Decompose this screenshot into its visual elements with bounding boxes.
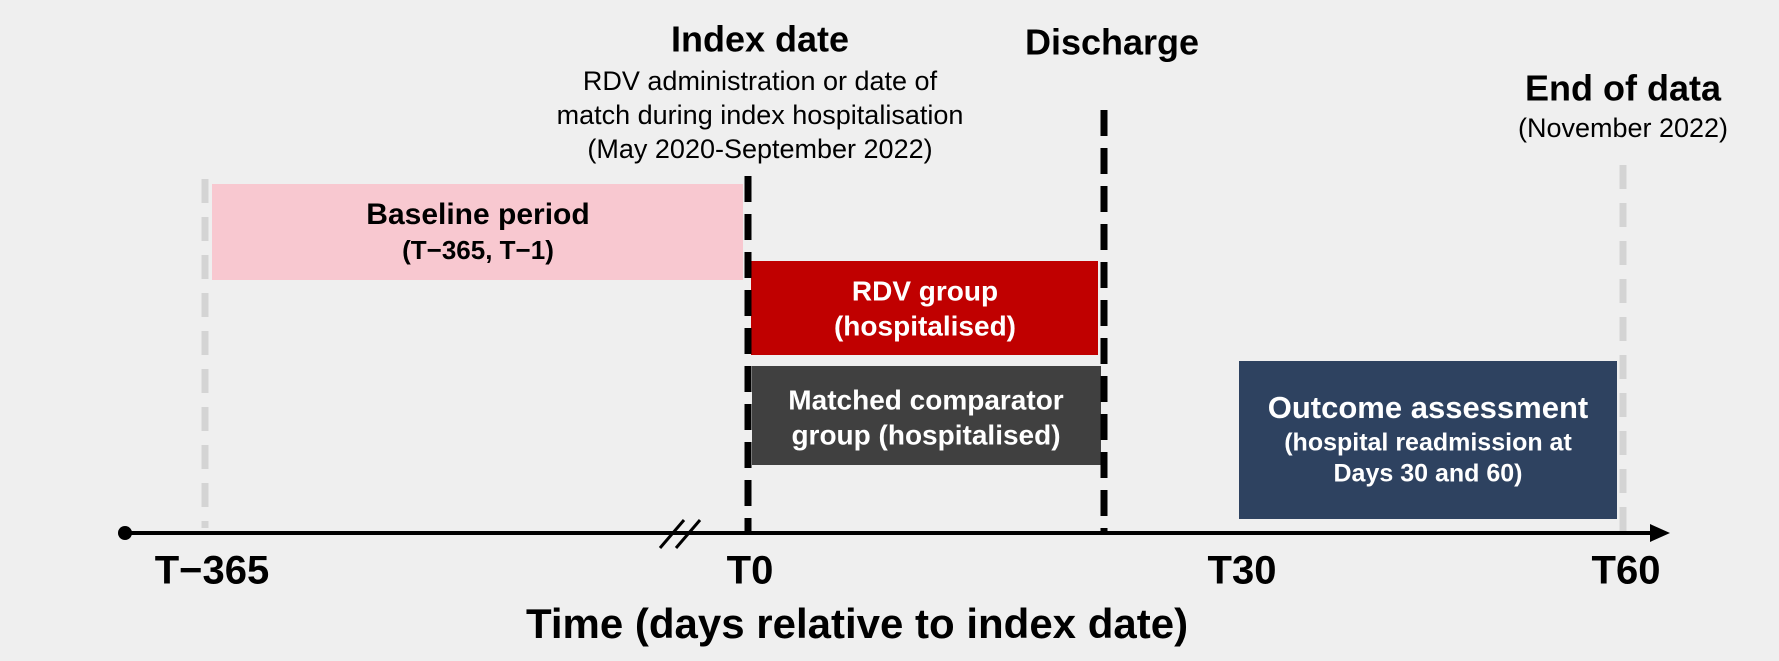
comparator-box [752,366,1101,465]
index-date-text: match during index hospitalisation [557,100,964,130]
rdv-text: (hospitalised) [834,310,1016,341]
outcome-text: (hospital readmission at [1284,429,1572,457]
axis-break [658,519,686,549]
comparator-text: Matched comparator [788,384,1063,415]
baseline-subtitle: (T−365, T−1) [402,235,554,265]
rdv-box [751,261,1098,355]
tick-label: T0 [727,549,774,593]
axis-break [674,519,702,549]
rdv-text: RDV group [852,275,998,306]
axis-arrow [1650,524,1670,542]
index-date-text: (May 2020-September 2022) [587,134,932,164]
baseline-title: Baseline period [366,198,589,231]
index-date-text: RDV administration or date of [583,66,938,96]
comparator-text: group (hospitalised) [791,419,1060,450]
tick-label: T30 [1208,549,1277,593]
baseline-box [212,184,743,280]
tick-label: T−365 [155,549,270,593]
end-of-data-title: End of data [1525,68,1722,109]
outcome-text: Days 30 and 60) [1334,460,1523,488]
outcome-box [1239,361,1617,519]
tick-label: T60 [1592,549,1661,593]
outcome-title: Outcome assessment [1268,390,1588,425]
axis-title: Time (days relative to index date) [526,600,1188,647]
index-date-title: Index date [671,19,849,60]
discharge-title: Discharge [1025,22,1199,63]
end-of-data-subtitle: (November 2022) [1518,113,1728,143]
axis-start [118,526,132,540]
